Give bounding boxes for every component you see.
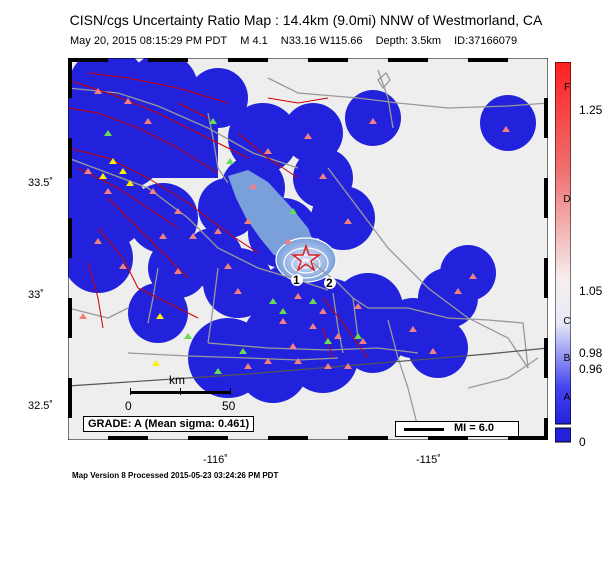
scale-end: 50 [222, 399, 236, 413]
event-magnitude: M 4.1 [240, 35, 268, 47]
map-frame [68, 58, 548, 440]
lat-label-32.5: 32.5˚ [28, 400, 54, 412]
international-border [68, 347, 548, 387]
event-location: N33.16 W115.66 [280, 35, 363, 47]
colorbar-value-1-05: 1.05 [579, 284, 603, 298]
mi-legend-line [404, 428, 444, 431]
lat-label-33: 33˚ [28, 289, 44, 301]
station-triangles-green [104, 118, 362, 374]
roads [68, 69, 548, 429]
station-triangles-red [79, 88, 510, 369]
map-version-footer: Map Version 8 Processed 2015-05-23 03:24… [72, 471, 279, 480]
event-id: ID:37166079 [454, 35, 518, 47]
lon-label-116: -116˚ [203, 454, 228, 466]
colorbar-letter-c: C [563, 316, 571, 327]
colorbar [555, 62, 571, 443]
uncertainty-map: 1 2 [68, 58, 548, 440]
colorbar-value-0-98: 0.98 [579, 346, 603, 360]
contour-label-1: 1 [293, 273, 300, 287]
colorbar-letter-a: A [563, 392, 571, 403]
station-markers [79, 88, 510, 374]
epicenter-star-icon [290, 243, 322, 273]
station-triangles-yellow [99, 158, 164, 366]
map-title: CISN/cgs Uncertainty Ratio Map : 14.4km … [69, 12, 543, 28]
colorbar-value-0-96: 0.96 [579, 362, 603, 376]
fault-lines [68, 72, 369, 359]
colorbar-letter-d: D [563, 194, 571, 205]
lon-label-115: -115˚ [416, 454, 441, 466]
contour-label-group: 1 2 [291, 273, 336, 290]
mi-legend: MI = 6.0 [395, 421, 519, 437]
contour-label-2: 2 [326, 276, 333, 290]
scale-bar: km 0 50 [125, 373, 245, 413]
mi-legend-text: MI = 6.0 [454, 422, 495, 434]
lat-label-33.5: 33.5˚ [28, 177, 54, 189]
event-date: May 20, 2015 08:15:29 PM PDT [70, 35, 228, 47]
colorbar-letter-b: B [563, 353, 571, 364]
event-depth: Depth: 3.5km [375, 35, 442, 47]
scale-unit: km [169, 373, 185, 387]
uncertainty-contours [275, 237, 337, 283]
colorbar-value-1-25: 1.25 [579, 103, 603, 117]
grade-box: GRADE: A (Mean sigma: 0.461) [83, 416, 255, 432]
event-info: May 20, 2015 08:15:29 PM PDT M 4.1 N33.1… [70, 35, 560, 47]
scale-start: 0 [125, 399, 132, 413]
colorbar-letter-f: F [563, 82, 571, 93]
colorbar-value-0: 0 [579, 435, 586, 449]
